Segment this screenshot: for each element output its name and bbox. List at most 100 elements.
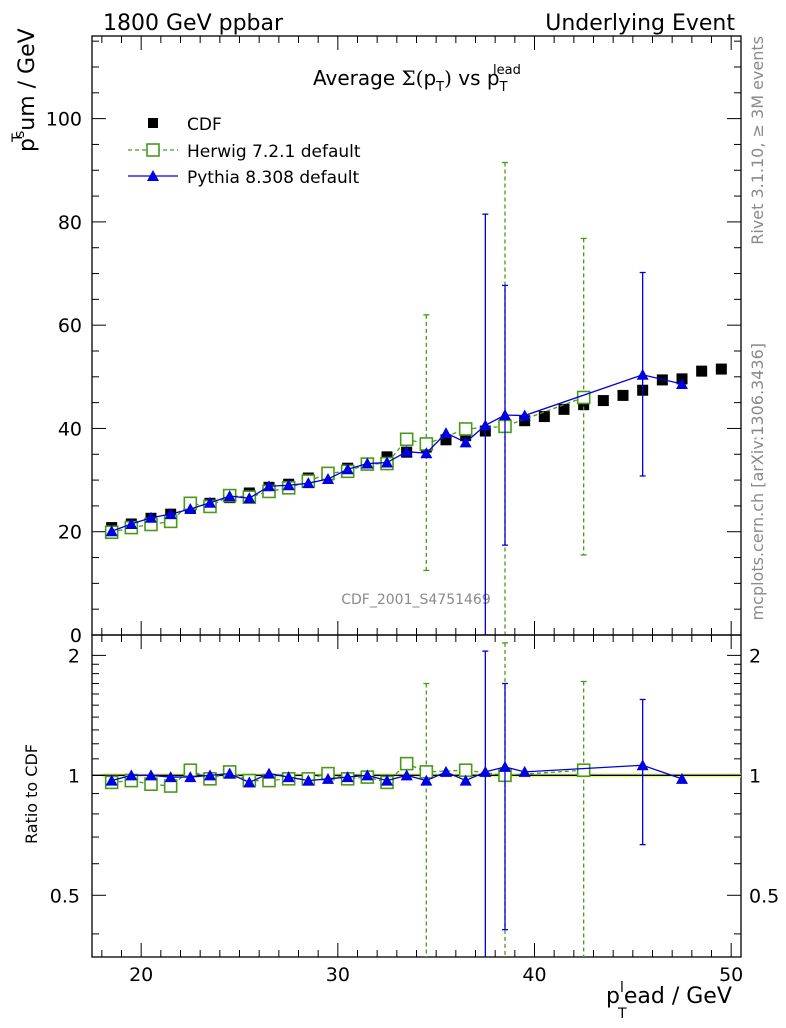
cdf-marker bbox=[696, 365, 708, 377]
y-tick-label: 100 bbox=[46, 109, 82, 131]
ratio-panel: 20 30 40 50 0.5 0.5 1 1 2 2 bbox=[50, 634, 779, 986]
x-tick-label: 20 bbox=[129, 964, 153, 986]
cdf-marker bbox=[558, 403, 570, 415]
legend-cdf-label: CDF bbox=[187, 115, 222, 135]
svg-text:plead / GeV: plead / GeV bbox=[606, 980, 732, 1009]
pythia-ratio-marker bbox=[381, 774, 393, 786]
ratio-y-label: Ratio to CDF bbox=[22, 744, 41, 844]
legend-pythia: Pythia 8.308 default bbox=[128, 168, 360, 188]
pythia-marker bbox=[676, 378, 688, 390]
rivet-label: Rivet 3.1.10, ≥ 3M events bbox=[748, 36, 767, 245]
y-axis-label: psum / GeV T bbox=[10, 28, 40, 152]
pythia-ratio-marker bbox=[361, 769, 374, 781]
cdf-marker bbox=[715, 363, 727, 375]
y-tick-label: 0 bbox=[70, 625, 82, 647]
herwig-marker bbox=[458, 422, 473, 436]
pythia-ratio-marker bbox=[184, 771, 197, 783]
svg-text:T: T bbox=[617, 1006, 627, 1022]
legend-cdf: CDF bbox=[148, 115, 222, 135]
pythia-marker bbox=[459, 436, 472, 448]
chart-title: Average Σ(pT) vs pT lead bbox=[313, 63, 521, 95]
ratio-frame bbox=[91, 634, 742, 958]
cdf-marker bbox=[538, 411, 550, 423]
pythia-marker bbox=[243, 492, 256, 504]
legend-cdf-marker bbox=[148, 118, 158, 128]
x-axis-label: plead / GeV T bbox=[606, 980, 732, 1022]
cdf-marker bbox=[519, 415, 531, 427]
pythia-marker bbox=[400, 445, 413, 457]
ratio-tick-label: 0.5 bbox=[749, 885, 779, 907]
pythia-ratio-marker bbox=[322, 772, 334, 784]
pythia-ratio-marker bbox=[105, 774, 118, 786]
pythia-ratio-marker bbox=[223, 767, 236, 779]
y-tick-label: 20 bbox=[58, 522, 82, 544]
pythia-ratio-marker bbox=[459, 774, 472, 786]
pythia-marker bbox=[518, 409, 531, 421]
ratio-tick-label: 2 bbox=[68, 645, 80, 667]
legend-pythia-label: Pythia 8.308 default bbox=[187, 168, 360, 188]
pythia-line bbox=[111, 374, 683, 532]
pythia-marker bbox=[499, 409, 511, 421]
cdf-marker bbox=[617, 389, 629, 401]
y-tick-label: 40 bbox=[58, 418, 82, 440]
pythia-ratio-marker bbox=[282, 771, 295, 783]
legend: CDF Herwig 7.2.1 default Pythia 8.308 de… bbox=[128, 115, 361, 188]
herwig-ratio-marker bbox=[458, 763, 473, 778]
pythia-marker bbox=[282, 479, 295, 491]
cdf-marker bbox=[440, 434, 452, 446]
pythia-ratio-marker bbox=[263, 767, 275, 779]
herwig-marker bbox=[399, 432, 414, 447]
ratio-tick-label: 0.5 bbox=[50, 885, 80, 907]
pythia-ratio-marker bbox=[204, 769, 216, 781]
ratio-tick-label: 1 bbox=[68, 765, 80, 787]
main-panel: 0 20 40 60 80 100 bbox=[46, 35, 742, 647]
header-right: Underlying Event bbox=[545, 11, 735, 36]
ratio-tick-label: 2 bbox=[749, 645, 761, 667]
y-tick-label: 80 bbox=[58, 212, 82, 234]
pythia-ratio-marker bbox=[420, 774, 433, 786]
pythia-marker bbox=[636, 368, 649, 380]
pythia-ratio-marker bbox=[341, 771, 354, 783]
header-left: 1800 GeV ppbar bbox=[103, 11, 284, 36]
pythia-marker bbox=[204, 496, 216, 508]
pythia-ratio-line bbox=[111, 764, 683, 784]
x-tick-label: 30 bbox=[326, 964, 350, 986]
pythia-ratio-marker bbox=[499, 760, 511, 772]
cdf-marker bbox=[597, 395, 609, 407]
pythia-ratio-marker bbox=[636, 759, 649, 771]
pythia-marker bbox=[322, 473, 334, 485]
legend-herwig-label: Herwig 7.2.1 default bbox=[187, 142, 361, 162]
herwig-ratio-marker bbox=[399, 756, 414, 771]
pythia-ratio-marker bbox=[243, 776, 256, 788]
legend-herwig-marker bbox=[146, 143, 160, 157]
y-tick-label: 60 bbox=[58, 315, 82, 337]
pythia-marker bbox=[105, 525, 118, 537]
pythia-marker bbox=[361, 457, 374, 469]
pythia-marker bbox=[420, 447, 433, 459]
pythia-ratio-marker bbox=[145, 769, 157, 781]
pythia-marker bbox=[302, 477, 315, 489]
cdf-marker bbox=[578, 399, 590, 411]
pythia-marker bbox=[145, 511, 157, 523]
svg-text:T: T bbox=[10, 133, 26, 143]
pythia-ratio-marker bbox=[164, 771, 177, 783]
watermark: CDF_2001_S4751469 bbox=[341, 592, 490, 608]
pythia-marker bbox=[440, 427, 452, 439]
pythia-ratio-marker bbox=[518, 765, 531, 777]
pythia-marker bbox=[263, 480, 275, 492]
svg-text:lead: lead bbox=[493, 63, 521, 78]
pythia-marker bbox=[341, 463, 354, 475]
pythia-marker bbox=[381, 456, 393, 468]
legend-pythia-marker bbox=[147, 170, 159, 181]
x-tick-label: 50 bbox=[719, 964, 743, 986]
pythia-ratio-marker bbox=[479, 765, 492, 777]
pythia-marker bbox=[184, 503, 197, 515]
pythia-marker bbox=[479, 419, 492, 431]
svg-text:Average Σ(pT) vs pT: Average Σ(pT) vs pT bbox=[313, 66, 508, 95]
pythia-ratio-marker bbox=[302, 774, 315, 786]
herwig-ratio-marker bbox=[576, 763, 591, 778]
ratio-tick-label: 1 bbox=[749, 765, 761, 787]
pythia-marker bbox=[223, 490, 236, 502]
pythia-ratio-marker bbox=[440, 765, 452, 777]
